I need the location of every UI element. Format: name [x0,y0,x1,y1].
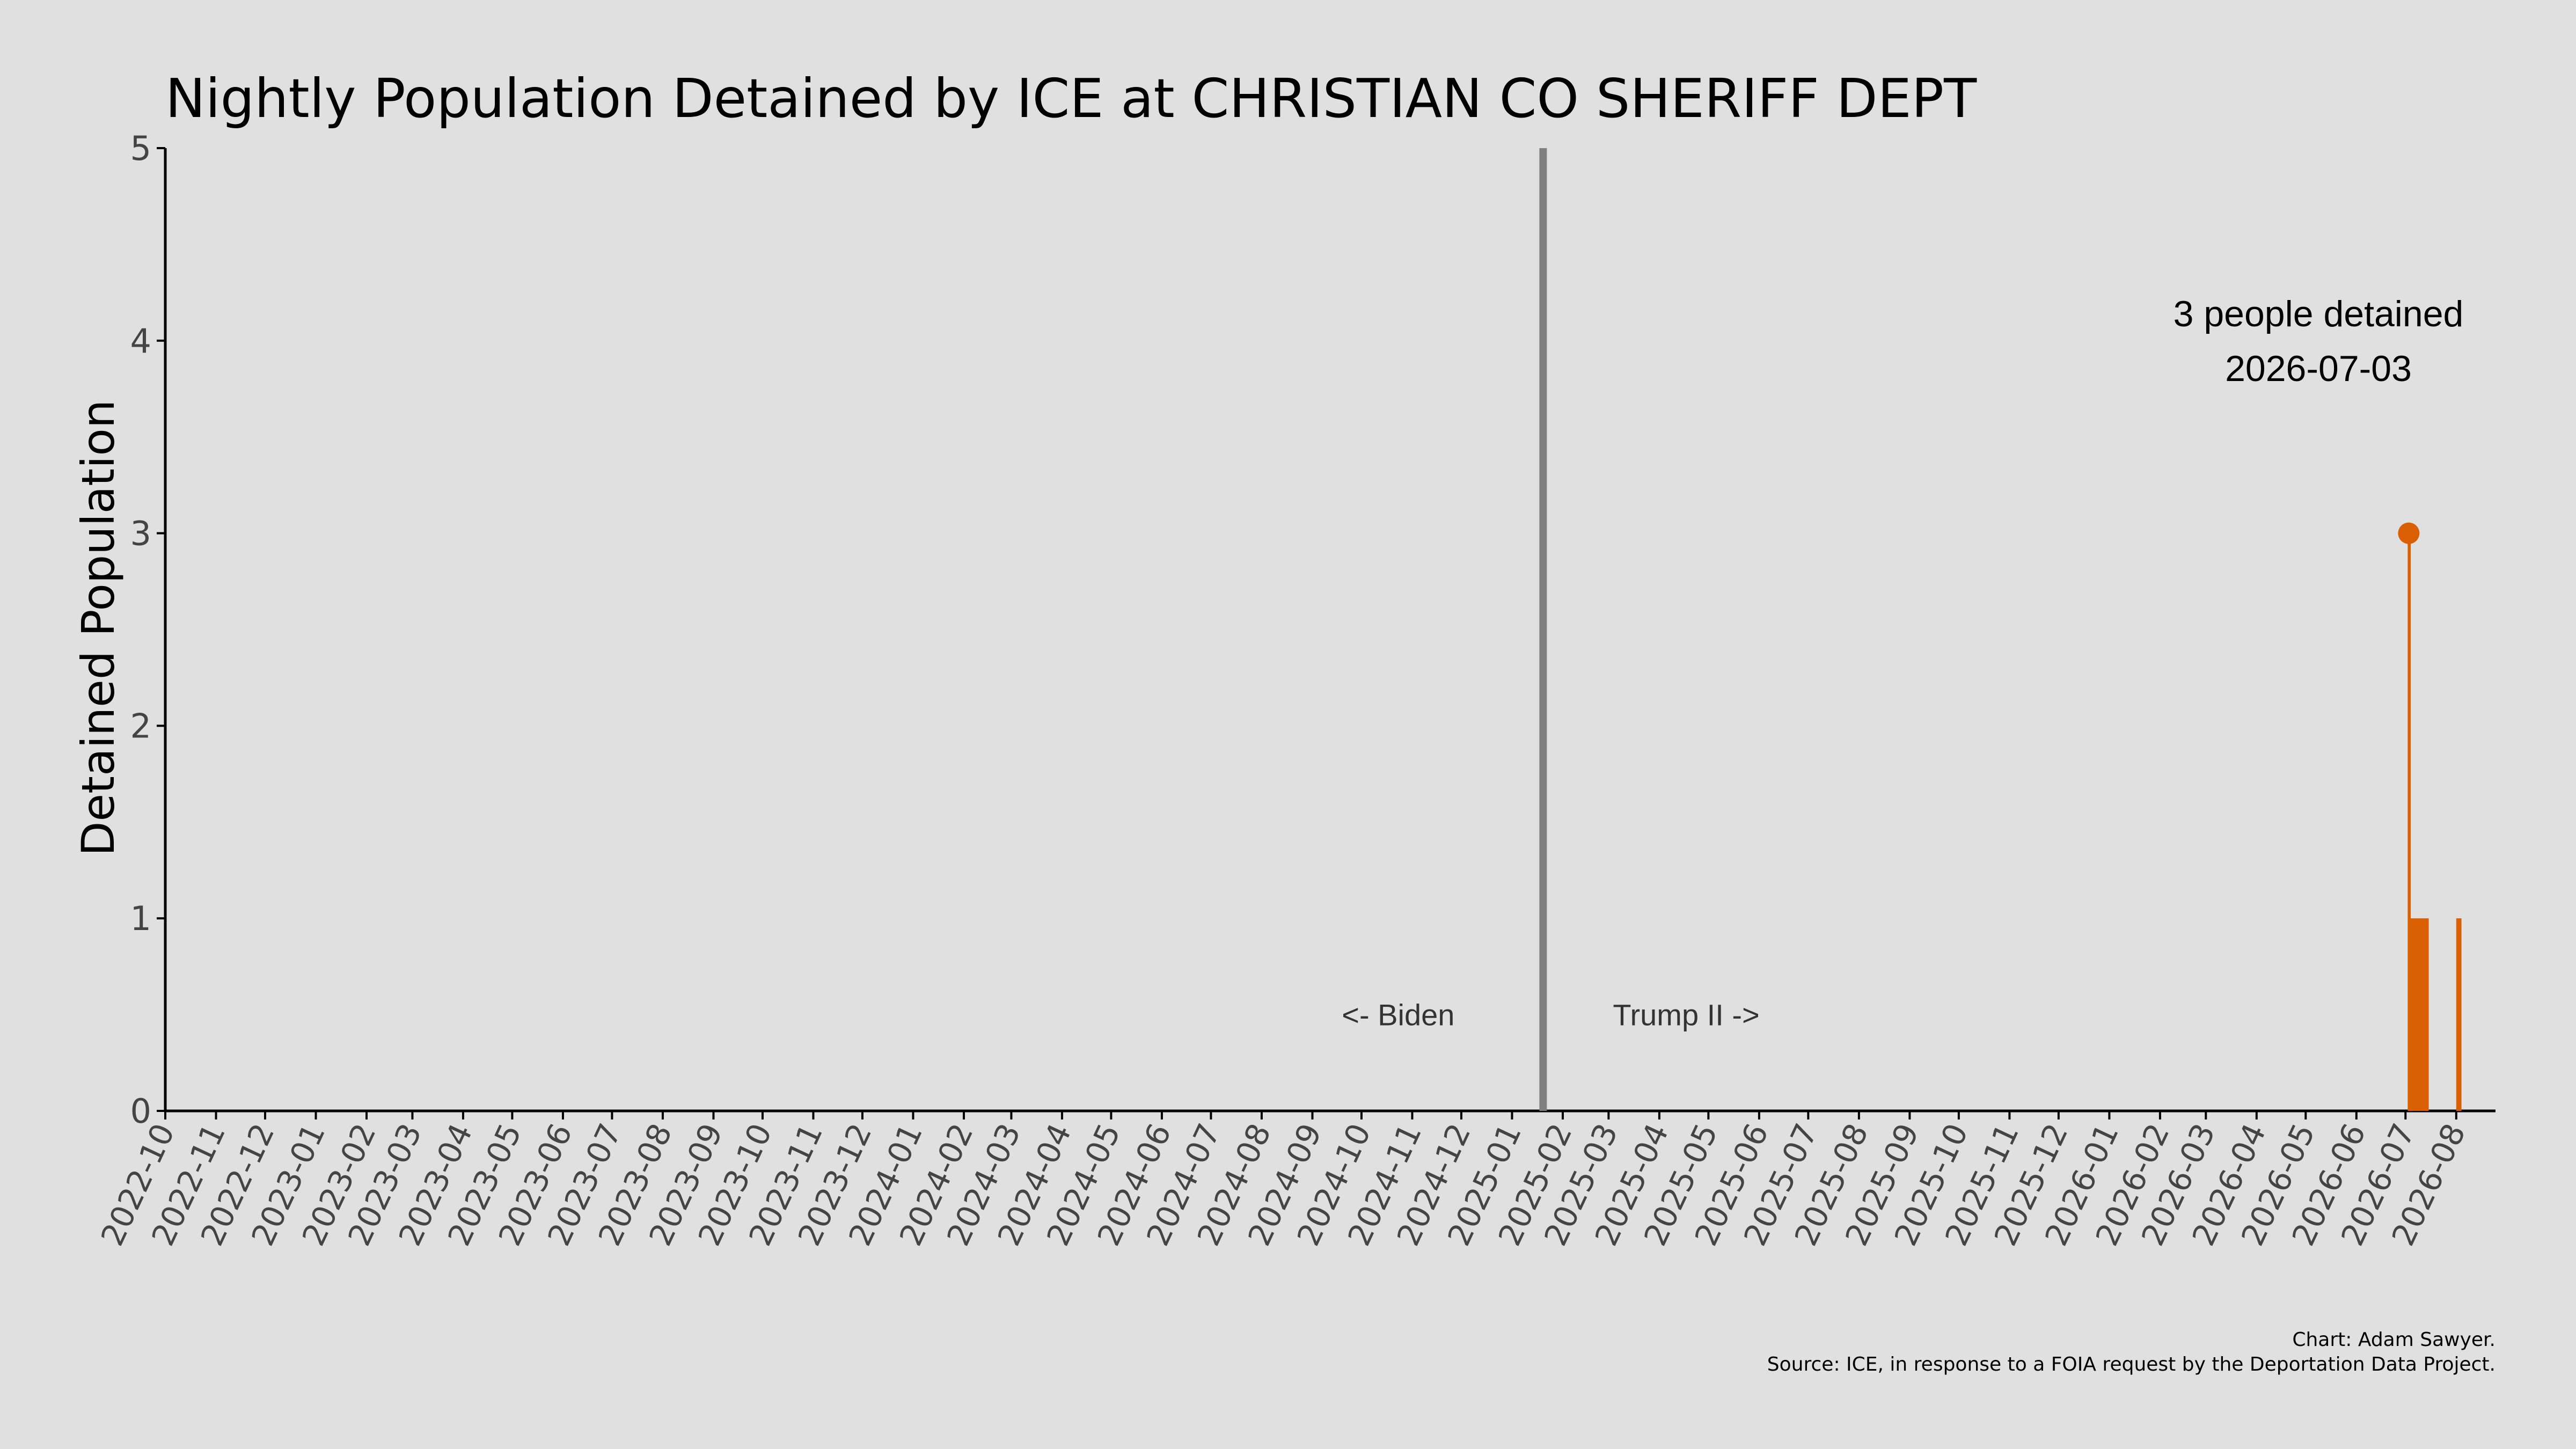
y-axis-label: Detained Population [72,400,125,856]
chart-title: Nightly Population Detained by ICE at CH… [165,67,1977,130]
y-tick-label: 1 [130,899,151,938]
peak-annotation-date: 2026-07-03 [2225,348,2412,389]
peak-annotation-count: 3 people detained [2174,294,2464,334]
bar [2457,918,2460,1111]
bar [2412,918,2414,1111]
y-tick-label: 3 [130,514,151,553]
chart-source: Source: ICE, in response to a FOIA reque… [1767,1353,2496,1375]
bar [2459,918,2462,1111]
bar [2426,918,2429,1111]
bar [2410,918,2413,1111]
bars [2409,533,2462,1111]
bar [2415,918,2418,1111]
bar [2425,918,2427,1111]
x-axis-ticks: 2022-102022-112022-122023-012023-022023-… [94,1111,2473,1252]
trump-label: Trump II -> [1613,998,1759,1032]
bar [2418,918,2421,1111]
peak-marker [2398,522,2420,544]
biden-label: <- Biden [1342,998,1454,1032]
bar [2413,918,2416,1111]
bar [2421,918,2424,1111]
y-tick-label: 5 [130,129,151,168]
y-axis-ticks: 0 1 2 3 4 5 [130,129,165,1131]
bar [2456,918,2458,1111]
bar [2417,918,2419,1111]
bar [2420,918,2423,1111]
chart-credit: Chart: Adam Sawyer. [2292,1329,2496,1351]
y-tick-label: 0 [130,1092,151,1131]
y-tick-label: 4 [130,321,151,361]
y-tick-label: 2 [130,706,151,745]
bar [2423,918,2426,1111]
